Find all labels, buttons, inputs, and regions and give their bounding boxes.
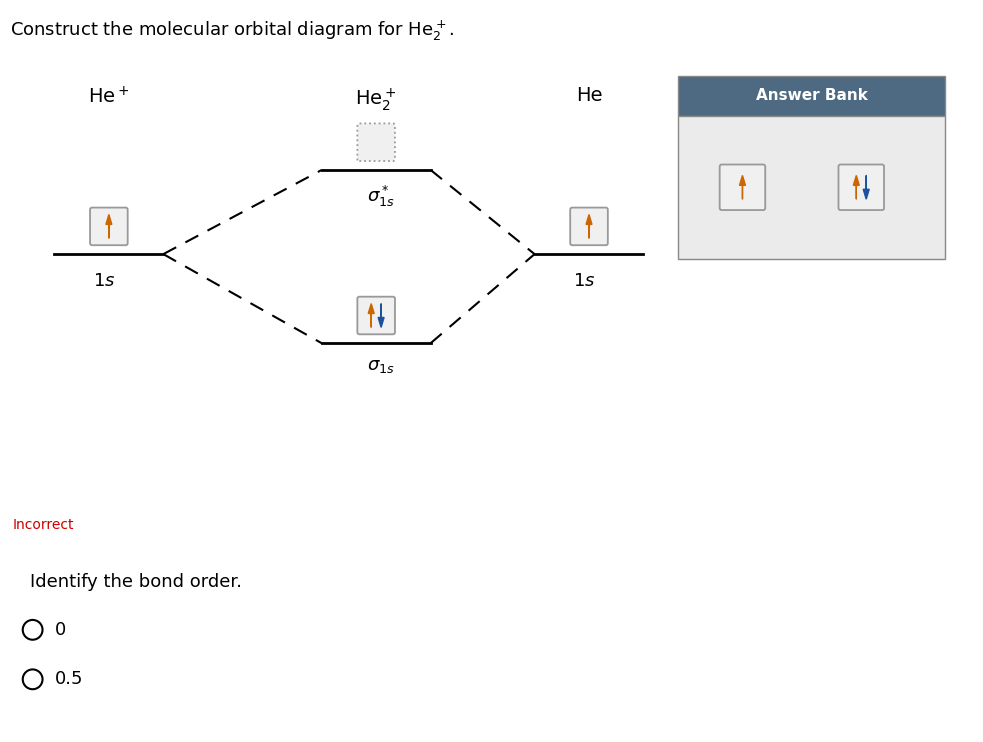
Text: $\sigma^*_{1s}$: $\sigma^*_{1s}$: [368, 184, 395, 209]
FancyBboxPatch shape: [678, 116, 946, 259]
Text: 0.5: 0.5: [54, 670, 83, 689]
Text: $1s$: $1s$: [92, 272, 115, 290]
FancyBboxPatch shape: [678, 76, 946, 116]
Text: 0: 0: [54, 621, 66, 639]
FancyArrow shape: [106, 214, 112, 238]
FancyArrow shape: [739, 175, 745, 199]
Text: Construct the molecular orbital diagram for $\mathrm{He}_2^+$.: Construct the molecular orbital diagram …: [10, 19, 454, 43]
FancyArrow shape: [853, 175, 859, 199]
Text: $\sigma_{1s}$: $\sigma_{1s}$: [368, 357, 395, 375]
FancyBboxPatch shape: [570, 208, 607, 245]
FancyArrow shape: [378, 303, 384, 327]
FancyBboxPatch shape: [358, 297, 395, 335]
FancyArrow shape: [586, 214, 592, 238]
FancyArrow shape: [369, 303, 375, 327]
Text: Identify the bond order.: Identify the bond order.: [29, 574, 242, 591]
Text: He$^+$: He$^+$: [88, 86, 130, 107]
FancyArrow shape: [863, 175, 869, 199]
Text: Answer Bank: Answer Bank: [756, 88, 868, 103]
Text: $1s$: $1s$: [573, 272, 596, 290]
Text: Incorrect: Incorrect: [13, 518, 74, 532]
Text: He$_2^+$: He$_2^+$: [356, 86, 397, 113]
FancyBboxPatch shape: [358, 123, 395, 161]
FancyBboxPatch shape: [838, 165, 884, 210]
FancyBboxPatch shape: [720, 165, 765, 210]
Text: He: He: [576, 86, 603, 105]
FancyBboxPatch shape: [90, 208, 128, 245]
